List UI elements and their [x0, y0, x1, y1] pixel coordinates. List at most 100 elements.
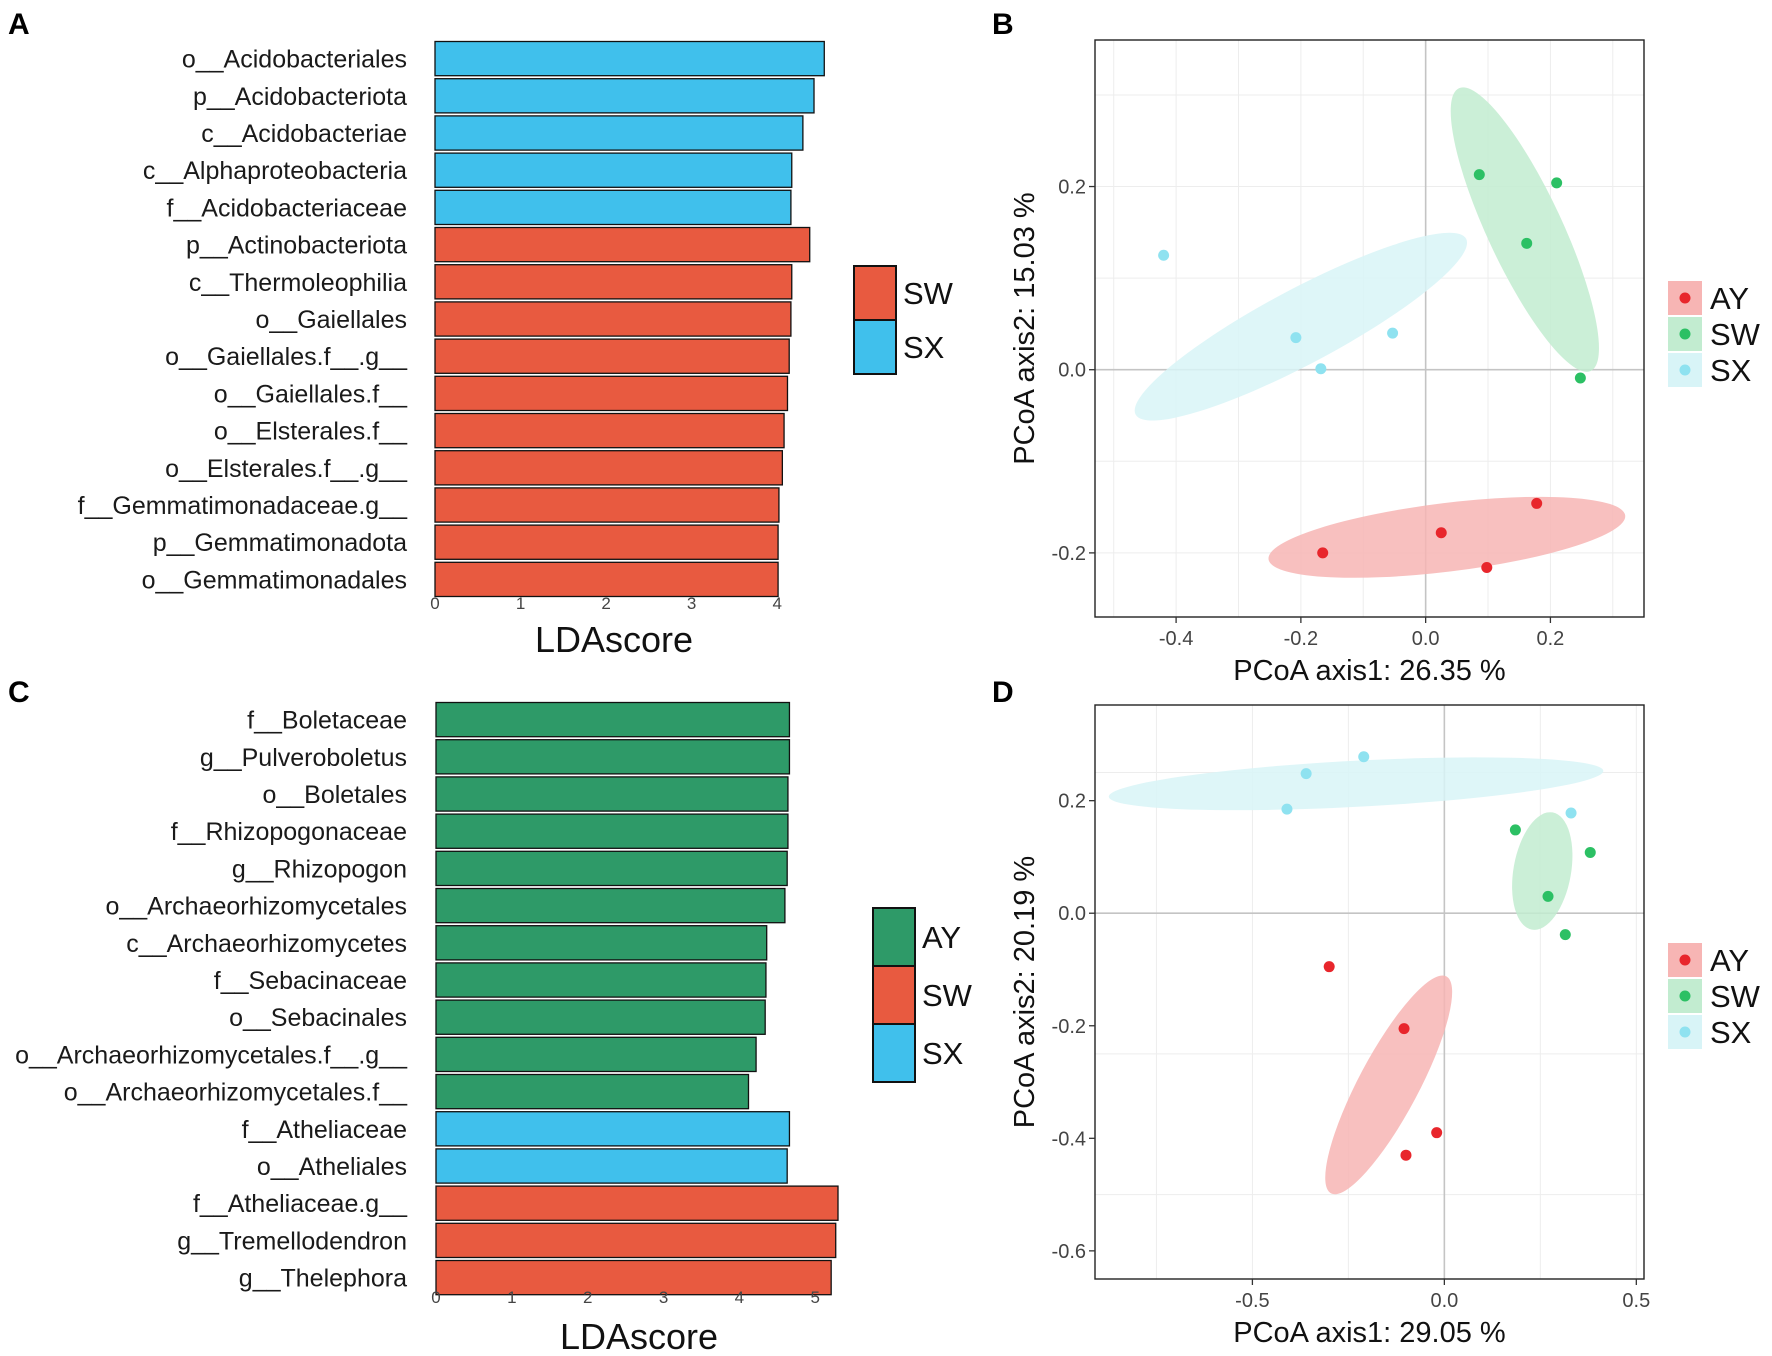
bar-label-o-gaiellales: o__Gaiellales: [256, 306, 408, 334]
legend-key-sx: [853, 319, 897, 375]
point-ay: [1323, 961, 1335, 973]
legend-key-sw: [853, 265, 897, 321]
legend-key-ay: [872, 907, 916, 967]
point-sw: [1574, 372, 1586, 384]
bar-label-p-actinobacteriota: p__Actinobacteriota: [186, 232, 407, 260]
bar-o-gaiellales-f: [434, 375, 789, 412]
point-sx: [1565, 807, 1577, 819]
x-tick-label: 0.0: [1430, 1290, 1458, 1312]
point-sx: [1300, 768, 1312, 780]
bar-o-boletales: [435, 776, 789, 812]
bar-o-elsterales-f-g: [434, 450, 784, 486]
bar-o-sebacinales: [435, 999, 766, 1035]
bar-p-actinobacteriota: [434, 226, 811, 263]
plot-frame: [1094, 39, 1645, 618]
point-sx: [1158, 249, 1170, 261]
panel-a-lda-bar-chart: o__Acidobacteriales p__Acidobacteriota c__…: [78, 40, 954, 660]
plot-frame: [1094, 704, 1645, 1280]
bar-label-o-gemmatimonadales: o__Gemmatimonadales: [142, 566, 407, 594]
panel-label-d: D: [992, 676, 1014, 709]
bar-o-gaiellales: [434, 301, 792, 337]
legend-label-sx: SX: [1710, 353, 1752, 388]
y-tick-label: -0.4: [1052, 1128, 1086, 1150]
x-tick-label: 1: [516, 594, 525, 613]
legend-label-sw: SW: [922, 978, 973, 1013]
bar-label-g-pulveroboletus: g__Pulveroboletus: [200, 744, 407, 772]
ellipse-sx: [1108, 757, 1604, 811]
x-tick-label: -0.5: [1235, 1290, 1269, 1312]
bar-o-archaeorhizomycetales-f: [435, 1073, 750, 1110]
point-sx: [1387, 327, 1399, 339]
bar-label-o-archaeorhizomycetales: o__Archaeorhizomycetales: [105, 893, 407, 921]
panel-b-pcoa-plot: -0.4 -0.2 0.0 0.2 -0.2 0.0 0.2 PCoA axis1: 26.3…: [1009, 39, 1761, 687]
bar-label-f-rhizopogonaceae: f__Rhizopogonaceae: [171, 818, 407, 846]
point-sx: [1281, 803, 1293, 815]
bar-label-g-thelephora: g__Thelephora: [239, 1265, 407, 1293]
legend-label-sw: SW: [1710, 979, 1761, 1014]
x-tick-label: 3: [659, 1288, 668, 1307]
bar-label-o-boletales: o__Boletales: [262, 781, 407, 809]
legend-label-ay: AY: [1710, 943, 1749, 978]
panel-label-a: A: [8, 8, 30, 41]
x-tick-label: 0: [430, 594, 439, 613]
y-axis-title: PCoA axis2: 15.03 %: [1009, 192, 1041, 464]
bar-f-atheliaceae-g: [435, 1185, 839, 1221]
bar-g-tremellodendron: [435, 1222, 837, 1259]
panel-d-pcoa-plot: -0.5 0.0 0.5 -0.6 -0.4 -0.2 0.0 0.2 PCoA axis1: …: [1009, 704, 1761, 1349]
bar-label-c-alphaproteobacteria: c__Alphaproteobacteria: [143, 157, 407, 185]
bar-o-gemmatimonadales: [434, 561, 779, 598]
ellipse-ay: [1325, 975, 1453, 1195]
x-tick-label: 2: [583, 1288, 592, 1307]
panel-label-b: B: [992, 8, 1014, 41]
bar-o-atheliales: [435, 1148, 788, 1184]
bar-label-o-elsterales-f-g: o__Elsterales.f__.g__: [165, 455, 408, 483]
bar-o-archaeorhizomycetales-f-g: [435, 1036, 757, 1073]
point-sw: [1509, 824, 1521, 836]
x-tick-label: 0: [431, 1288, 440, 1307]
bar-o-elsterales-f: [434, 412, 785, 449]
bar-label-o-gaiellales-f: o__Gaiellales.f__: [214, 380, 408, 408]
bar-label-o-elsterales-f: o__Elsterales.f__: [214, 418, 408, 446]
point-ay: [1531, 497, 1543, 509]
legend-point-sx: [1679, 1026, 1691, 1038]
ellipse-ay: [1268, 496, 1626, 578]
bar-p-gemmatimonadota: [434, 524, 779, 560]
bar-f-gemmatimonadaceae-g: [434, 487, 780, 523]
y-tick-label: 0.2: [1058, 177, 1086, 199]
x-tick-label: 2: [601, 594, 610, 613]
ellipse-sw: [1512, 812, 1573, 930]
legend-label-sw: SW: [1710, 317, 1761, 352]
bar-label-o-sebacinales: o__Sebacinales: [229, 1004, 407, 1032]
bar-o-gaiellales-f-g: [434, 338, 790, 374]
bar-f-atheliaceae: [435, 1111, 791, 1147]
point-ay: [1317, 547, 1329, 559]
point-sx: [1290, 332, 1302, 344]
bar-p-acidobacteriota: [434, 78, 815, 114]
y-tick-label: -0.2: [1052, 1016, 1086, 1038]
x-axis-title: PCoA axis1: 29.05 %: [1233, 1317, 1505, 1349]
x-tick-label: 1: [507, 1288, 516, 1307]
bar-c-thermoleophilia: [434, 264, 793, 300]
bar-label-o-archaeorhizomycetales-f: o__Archaeorhizomycetales.f__: [64, 1079, 408, 1107]
ellipse-sw: [1450, 87, 1599, 372]
bar-label-f-gemmatimonadaceae-g: f__Gemmatimonadaceae.g__: [78, 492, 408, 520]
ellipse-sx: [1134, 232, 1468, 421]
bar-label-p-gemmatimonadota: p__Gemmatimonadota: [153, 529, 407, 557]
bar-f-sebacinaceae: [435, 962, 767, 998]
legend-label-ay: AY: [1710, 281, 1749, 316]
bar-label-o-gaiellales-f-g: o__Gaiellales.f__.g__: [165, 343, 408, 371]
bar-label-f-sebacinaceae: f__Sebacinaceae: [214, 967, 407, 995]
bar-o-archaeorhizomycetales: [435, 887, 786, 924]
legend-point-sx: [1679, 364, 1691, 376]
point-sx: [1358, 751, 1370, 763]
legend-label-sw: SW: [903, 276, 954, 311]
bar-label-f-acidobacteriaceae: f__Acidobacteriaceae: [167, 194, 407, 222]
bar-f-acidobacteriaceae: [434, 189, 792, 226]
point-sw: [1521, 237, 1533, 249]
bar-label-c-archaeorhizomycetes: c__Archaeorhizomycetes: [126, 930, 407, 958]
bar-label-f-boletaceae: f__Boletaceae: [247, 707, 407, 735]
legend-point-sw: [1679, 328, 1691, 340]
bar-label-f-atheliaceae: f__Atheliaceae: [242, 1116, 407, 1144]
x-tick-label: 5: [811, 1288, 820, 1307]
